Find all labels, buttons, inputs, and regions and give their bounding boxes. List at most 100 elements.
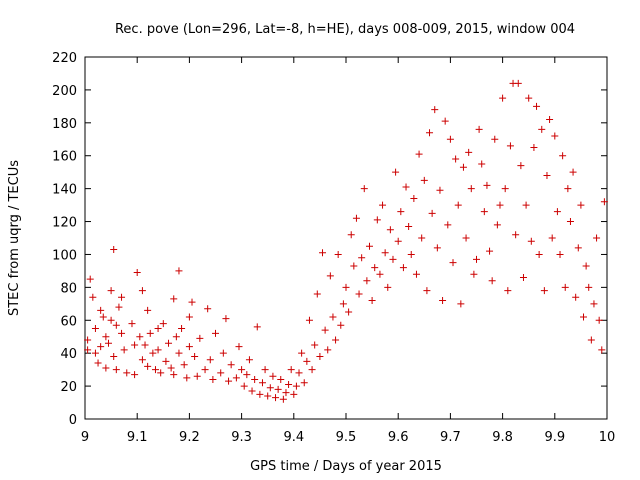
data-point [491, 135, 499, 143]
data-point [436, 186, 444, 194]
data-point [165, 339, 173, 347]
data-point [553, 208, 561, 216]
data-point [183, 374, 191, 382]
data-point [298, 349, 306, 357]
data-point [561, 283, 569, 291]
data-point [91, 349, 99, 357]
data-point [399, 264, 407, 272]
data-point [316, 352, 324, 360]
data-point [415, 150, 423, 158]
data-point [144, 306, 152, 314]
data-point [493, 221, 501, 229]
data-point [564, 185, 572, 193]
data-point [392, 168, 400, 176]
data-point [256, 390, 264, 398]
data-point [277, 376, 285, 384]
data-point [272, 394, 280, 402]
data-point [595, 316, 603, 324]
data-point [180, 361, 188, 369]
data-point [347, 231, 355, 239]
data-point [305, 316, 313, 324]
x-tick-label: 9.2 [179, 430, 200, 445]
data-point [212, 329, 219, 337]
data-point [376, 270, 384, 278]
data-point [514, 79, 522, 87]
data-point [104, 339, 112, 347]
data-point [238, 366, 246, 374]
data-point [97, 306, 105, 314]
data-point [517, 162, 525, 170]
data-point [418, 234, 426, 242]
data-point [282, 389, 290, 397]
data-point [193, 372, 201, 380]
x-tick-label: 9.4 [283, 430, 304, 445]
data-point [379, 201, 387, 209]
data-point [144, 362, 152, 370]
data-point [339, 300, 347, 308]
data-point [459, 163, 467, 171]
data-point [499, 94, 507, 102]
data-point [204, 305, 212, 313]
data-point [84, 336, 92, 344]
y-tick-label: 120 [52, 216, 77, 231]
data-point [175, 267, 183, 275]
data-point [410, 195, 418, 203]
data-point [478, 160, 486, 168]
data-point [232, 374, 240, 382]
data-point [566, 218, 574, 226]
y-tick-label: 220 [52, 51, 77, 66]
data-point [295, 369, 303, 377]
data-point [600, 198, 608, 206]
data-point [384, 283, 392, 291]
data-point [89, 293, 97, 301]
data-point [172, 333, 180, 341]
data-point [358, 254, 366, 262]
x-tick-label: 9.9 [544, 430, 565, 445]
x-axis-ticks: 9 9.1 9.2 9.3 9.4 9.5 9.6 9.7 9.8 9.9 10 [81, 57, 615, 445]
x-tick-label: 10 [599, 430, 616, 445]
x-tick-label: 9.5 [336, 430, 357, 445]
data-point [188, 298, 196, 306]
y-tick-label: 140 [52, 183, 77, 198]
data-point [397, 208, 405, 216]
data-point [439, 297, 447, 305]
plot-frame [84, 56, 608, 420]
x-tick-label: 9 [81, 430, 89, 445]
data-point [185, 343, 193, 351]
data-point [311, 341, 319, 349]
data-point [308, 366, 316, 374]
data-point [431, 106, 439, 114]
data-point [582, 262, 590, 270]
data-point [319, 249, 327, 257]
data-point [569, 168, 577, 176]
data-point [405, 222, 413, 230]
data-point [285, 380, 293, 388]
data-point [110, 246, 118, 254]
data-point [91, 325, 99, 332]
data-point [201, 366, 209, 374]
data-point [136, 333, 144, 341]
data-point [540, 287, 548, 295]
x-tick-label: 9.7 [440, 430, 461, 445]
data-point [84, 346, 92, 354]
data-point [162, 357, 170, 365]
data-point [559, 152, 567, 160]
data-point [426, 129, 434, 137]
data-point [112, 366, 120, 374]
y-tick-label: 100 [52, 248, 77, 263]
y-axis-label: STEC from uqrg / TECUs [7, 160, 22, 316]
data-point [373, 216, 381, 224]
data-point [449, 259, 457, 267]
data-point [196, 334, 204, 342]
data-point [217, 369, 225, 377]
data-point [504, 287, 512, 295]
x-tick-label: 9.1 [127, 430, 148, 445]
data-point [365, 242, 373, 250]
data-point [261, 366, 269, 374]
data-point [444, 221, 452, 229]
data-point [326, 272, 334, 280]
data-point [131, 341, 139, 349]
data-point [94, 359, 102, 367]
y-tick-label: 60 [60, 314, 77, 329]
